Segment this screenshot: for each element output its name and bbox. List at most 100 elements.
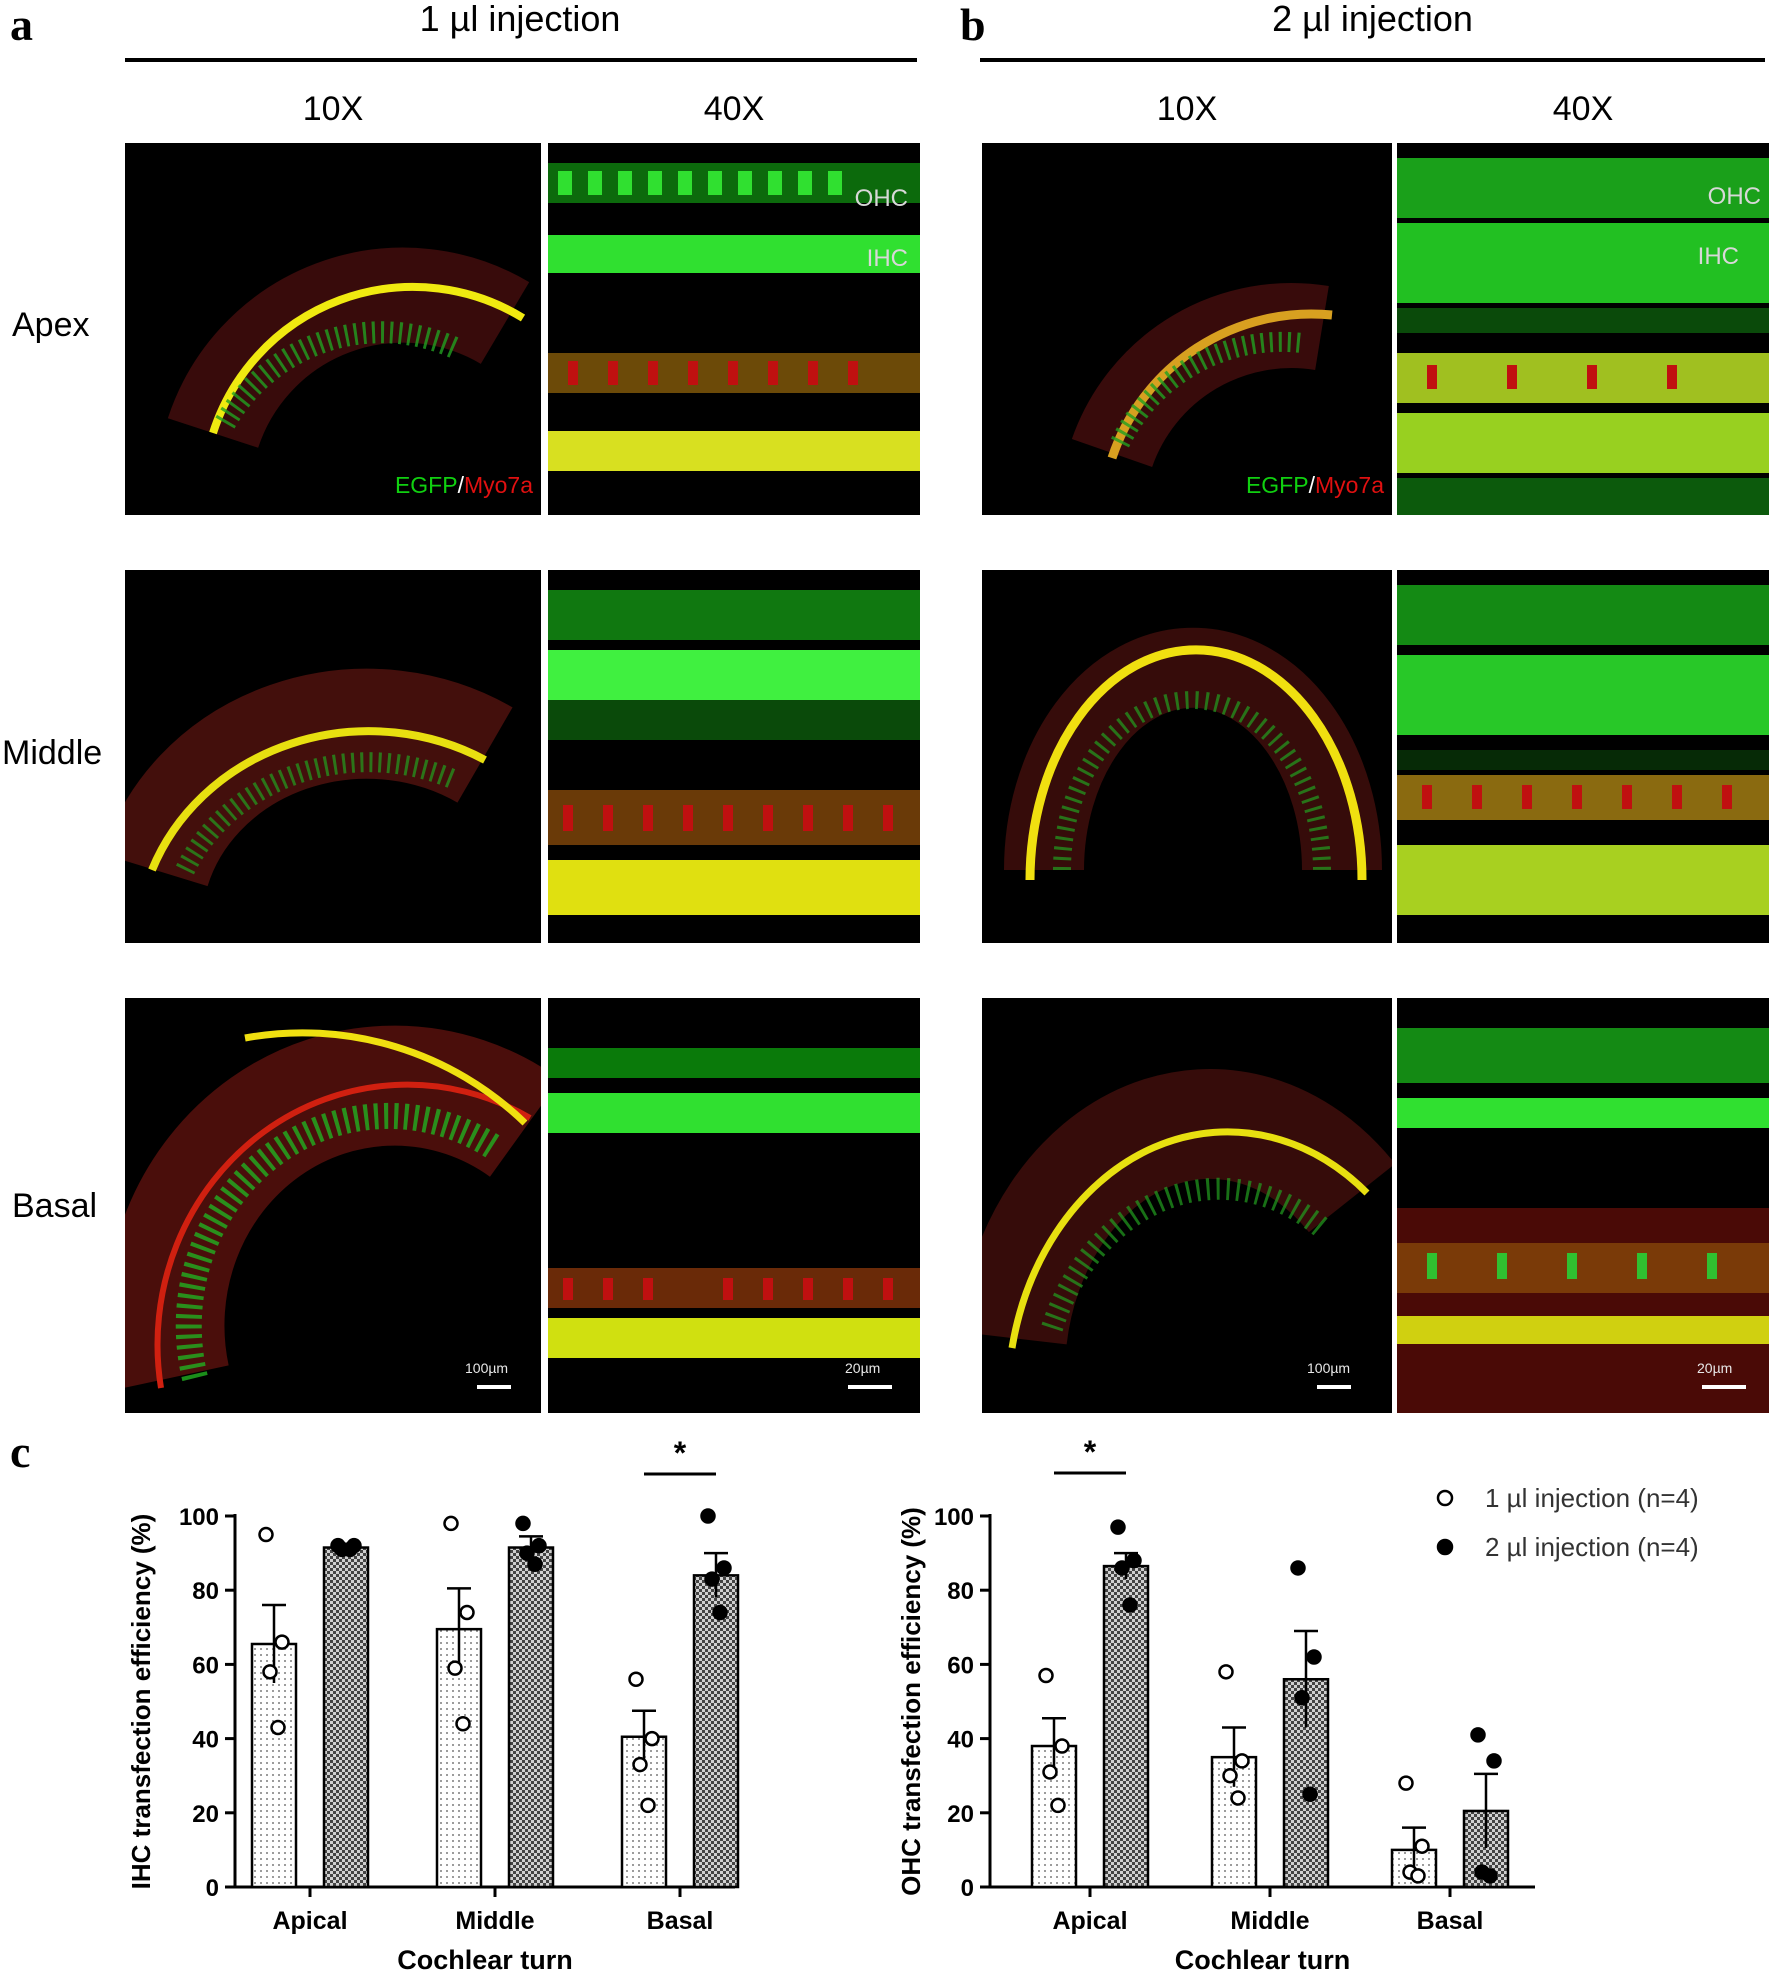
y-tick-label: 0 — [206, 1875, 219, 1902]
data-point — [632, 1756, 648, 1773]
panel-label-c: c — [10, 1426, 31, 1477]
legend-label: 1 µl injection (n=4) — [1485, 1483, 1699, 1513]
data-point — [258, 1526, 274, 1543]
mag-label-40x-a: 40X — [703, 90, 765, 128]
micrograph-apex-40x-2ul: OHC IHC — [1397, 143, 1769, 515]
panel-label-a: a — [10, 0, 33, 50]
data-point — [1114, 1560, 1130, 1576]
data-point — [455, 1716, 471, 1732]
scale-label-20um: 20µm — [1697, 1360, 1733, 1376]
data-point — [1234, 1753, 1250, 1769]
stain-sep: / — [457, 472, 464, 498]
data-point — [644, 1730, 660, 1747]
data-point — [640, 1797, 656, 1814]
data-point — [443, 1515, 459, 1532]
stain-myo7a: Myo7a — [1314, 472, 1384, 498]
group-rule-2ul — [980, 58, 1765, 62]
ohc-efficiency-chart: 0 20 40 60 80 100 OHC transfection efficiency … — [896, 1434, 1699, 1975]
data-point — [1482, 1868, 1498, 1884]
bar — [322, 1546, 370, 1889]
micrograph-apex-10x-2ul: EGFP/Myo7a — [982, 143, 1392, 515]
group-title-2ul: 2 µl injection — [1272, 0, 1473, 39]
data-point — [628, 1671, 644, 1687]
ihc-label: IHC — [1697, 243, 1739, 270]
y-tick-label: 0 — [961, 1875, 974, 1902]
mag-label-10x-b: 10X — [1156, 90, 1218, 128]
group-title-1ul: 1 µl injection — [419, 0, 621, 39]
significance-star: * — [674, 1435, 687, 1471]
data-point — [1470, 1727, 1486, 1743]
data-point — [716, 1560, 732, 1576]
scale-label-100um: 100µm — [465, 1360, 509, 1376]
data-point — [1290, 1560, 1306, 1576]
data-point — [274, 1634, 290, 1650]
significance-star: * — [1084, 1434, 1097, 1470]
data-point — [459, 1604, 475, 1621]
mag-label-40x-b: 40X — [1552, 90, 1614, 128]
data-point — [447, 1660, 463, 1676]
ohc-label: OHC — [854, 185, 908, 212]
data-point — [531, 1537, 547, 1554]
x-axis-label: Cochlear turn — [1175, 1945, 1351, 1975]
legend-marker — [1436, 1489, 1454, 1507]
micrograph-middle-10x-2ul — [982, 570, 1392, 943]
data-point — [1306, 1649, 1322, 1665]
micrograph-basal-10x-1ul: 100µm — [125, 998, 541, 1413]
data-point — [1302, 1786, 1318, 1802]
group-rule-1ul — [125, 58, 917, 62]
mag-label-10x-a: 10X — [302, 90, 364, 128]
x-tick-label: Apical — [1052, 1907, 1127, 1935]
data-point — [1126, 1552, 1142, 1569]
ihc-label: IHC — [866, 245, 908, 272]
micrograph-basal-10x-2ul: 100µm — [982, 998, 1392, 1413]
x-tick-label: Middle — [455, 1907, 534, 1935]
y-tick-label: 80 — [192, 1578, 219, 1605]
scale-label-100um: 100µm — [1307, 1360, 1351, 1376]
micrograph-basal-40x-2ul: 20µm — [1397, 998, 1769, 1413]
stain-label: EGFP/Myo7a — [395, 472, 533, 499]
micrograph-middle-40x-1ul — [548, 570, 920, 943]
scale-bar-20um — [1702, 1385, 1746, 1389]
y-tick-label: 60 — [947, 1652, 974, 1679]
stain-egfp: EGFP — [394, 472, 458, 498]
micrograph-middle-10x-1ul — [125, 570, 541, 943]
y-tick-label: 100 — [179, 1504, 219, 1531]
bar — [435, 1627, 483, 1889]
data-point — [527, 1556, 543, 1572]
y-tick-label: 100 — [934, 1504, 974, 1531]
data-point — [1398, 1775, 1414, 1791]
scale-label-20um: 20µm — [845, 1360, 881, 1376]
bar — [1102, 1564, 1150, 1889]
data-point — [519, 1545, 535, 1561]
micrograph-middle-40x-2ul — [1397, 570, 1769, 943]
micrograph-basal-40x-1ul: 20µm — [548, 998, 920, 1413]
data-point — [270, 1719, 286, 1736]
data-point — [1122, 1597, 1138, 1613]
data-point — [1042, 1764, 1058, 1780]
data-point — [1410, 1868, 1426, 1884]
y-tick-label: 40 — [947, 1727, 974, 1754]
data-point — [1222, 1767, 1238, 1784]
y-tick-label: 60 — [192, 1652, 219, 1679]
bar — [1030, 1744, 1078, 1889]
y-tick-label: 40 — [192, 1727, 219, 1754]
stain-label: EGFP/Myo7a — [1246, 472, 1384, 499]
y-axis-label: OHC transfection efficiency (%) — [896, 1507, 926, 1896]
x-tick-label: Basal — [647, 1907, 714, 1935]
bar — [250, 1642, 298, 1889]
y-axis-label: IHC transfection efficiency (%) — [126, 1514, 156, 1890]
legend-label: 2 µl injection (n=4) — [1485, 1532, 1699, 1562]
stain-egfp: EGFP — [1245, 472, 1309, 498]
ohc-label: OHC — [1707, 183, 1761, 210]
y-tick-label: 80 — [947, 1578, 974, 1605]
data-point — [1230, 1790, 1246, 1806]
data-point — [1486, 1753, 1502, 1769]
bar — [692, 1574, 740, 1889]
scale-bar-100um — [477, 1385, 511, 1389]
data-point — [700, 1508, 716, 1524]
x-tick-label: Basal — [1417, 1907, 1484, 1935]
stain-myo7a: Myo7a — [463, 472, 533, 498]
scale-bar-20um — [848, 1385, 892, 1389]
scale-bar-100um — [1317, 1385, 1351, 1389]
legend-marker — [1436, 1538, 1454, 1556]
